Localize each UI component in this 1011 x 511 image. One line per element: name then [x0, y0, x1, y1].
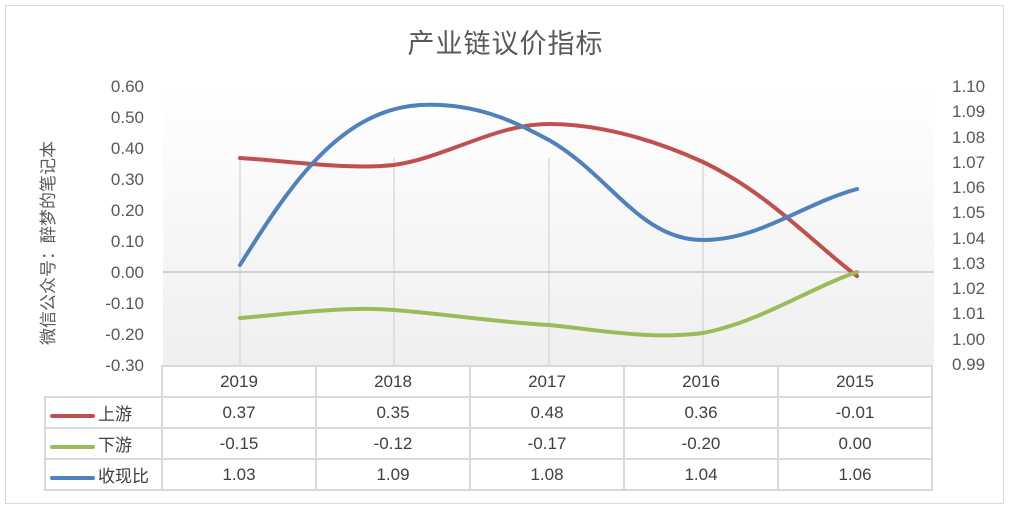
right-tick: 1.02	[952, 279, 986, 298]
table-cell: 1.08	[469, 458, 625, 491]
right-tick: 1.09	[952, 102, 986, 121]
left-tick: 0.20	[110, 201, 144, 220]
legend-key: 上游	[44, 396, 163, 429]
category-header: 2017	[469, 365, 625, 398]
legend-swatch-red	[50, 413, 95, 418]
table-cell: -0.20	[623, 427, 779, 460]
table-row: 收现比 1.03 1.09 1.08 1.04 1.06	[44, 458, 933, 491]
category-header: 2015	[777, 365, 933, 398]
table-cell: 1.09	[315, 458, 471, 491]
right-tick: 1.08	[952, 128, 986, 147]
left-tick: 0.50	[110, 108, 144, 127]
table-cell: 0.48	[469, 396, 625, 429]
table-header-row: 2019 2018 2017 2016 2015	[45, 365, 933, 398]
left-tick: -0.10	[105, 294, 144, 313]
table-cell: 0.37	[161, 396, 317, 429]
table-cell: -0.12	[315, 427, 471, 460]
legend-key: 下游	[44, 427, 163, 460]
category-header: 2016	[623, 365, 779, 398]
right-tick: 1.06	[952, 178, 986, 197]
legend-swatch-green	[50, 444, 95, 449]
table-cell: 0.35	[315, 396, 471, 429]
series-name: 收现比	[98, 467, 149, 486]
left-tick: -0.20	[105, 325, 144, 344]
chart-title: 产业链议价指标	[407, 29, 604, 60]
right-tick: 1.00	[952, 330, 986, 349]
legend-key: 收现比	[44, 458, 163, 491]
series-line-upstream	[238, 121, 859, 278]
table-row: 下游 -0.15 -0.12 -0.17 -0.20 0.00	[44, 427, 933, 460]
left-tick: 0.30	[110, 170, 144, 189]
right-tick: 0.99	[952, 355, 986, 374]
right-tick: 1.10	[952, 77, 986, 96]
table-cell: 0.00	[777, 427, 933, 460]
right-tick: 1.03	[952, 254, 986, 273]
table-corner	[45, 366, 162, 397]
series-name: 上游	[98, 405, 132, 424]
left-tick: 0.60	[110, 77, 144, 96]
left-tick: 0.00	[110, 263, 144, 282]
table-cell: 1.03	[161, 458, 317, 491]
left-tick: 0.40	[110, 139, 144, 158]
series-line-cash-ratio	[238, 102, 859, 267]
left-tick: -0.30	[105, 356, 144, 375]
right-tick: 1.01	[952, 304, 986, 323]
table-cell: 1.06	[777, 458, 933, 491]
table-cell: 1.04	[623, 458, 779, 491]
right-tick: 1.07	[952, 153, 986, 172]
series-line-downstream	[238, 270, 859, 338]
left-tick: 0.10	[110, 232, 144, 251]
table-cell: -0.17	[469, 427, 625, 460]
category-header: 2018	[315, 365, 471, 398]
table-cell: -0.15	[161, 427, 317, 460]
right-tick: 1.04	[952, 229, 986, 248]
table-row: 上游 0.37 0.35 0.48 0.36 -0.01	[44, 396, 933, 429]
series-name: 下游	[98, 436, 132, 455]
table-cell: 0.36	[623, 396, 779, 429]
table-cell: -0.01	[777, 396, 933, 429]
right-tick: 1.05	[952, 203, 986, 222]
category-header: 2019	[161, 365, 317, 398]
legend-swatch-blue	[50, 475, 95, 480]
data-table: 2019 2018 2017 2016 2015 上游 0.37 0.35 0.…	[44, 365, 933, 491]
